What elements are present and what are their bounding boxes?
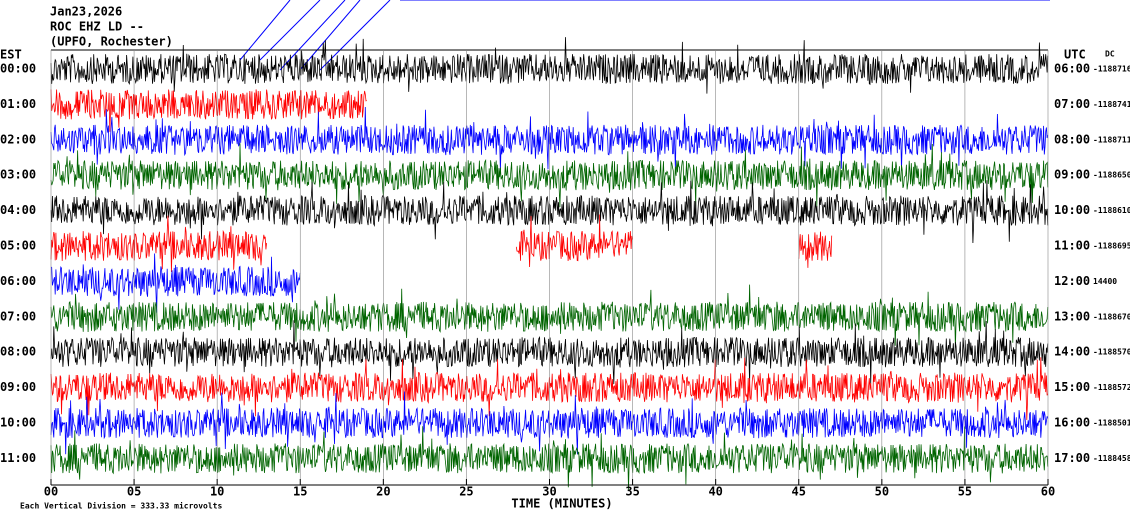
est-label: 03:00 [0, 168, 36, 182]
dc-value: -1188711 [1093, 135, 1130, 144]
x-tick-label: 35 [625, 485, 639, 499]
utc-label: 06:00 [1054, 62, 1090, 76]
x-tick-label: 30 [542, 485, 556, 499]
dc-value: -1188458 [1093, 454, 1130, 463]
dc-value: 14400 [1093, 277, 1117, 286]
utc-label: 11:00 [1054, 239, 1090, 253]
dc-label: DC [1105, 50, 1115, 59]
right-label: UTC [1064, 48, 1086, 62]
utc-label: 17:00 [1054, 451, 1090, 465]
x-tick-label: 45 [792, 485, 806, 499]
x-tick-label: 10 [210, 485, 224, 499]
trace [515, 214, 633, 268]
station: (UPFO, Rochester) [50, 35, 173, 49]
x-tick-label: 40 [708, 485, 722, 499]
est-label: 05:00 [0, 239, 36, 253]
est-label: 08:00 [0, 345, 36, 359]
utc-label: 16:00 [1054, 416, 1090, 430]
x-tick-label: 60 [1041, 485, 1055, 499]
dc-value: -1188501 [1093, 419, 1130, 428]
dc-value: -1188716 [1093, 65, 1130, 74]
dc-value: -1188610 [1093, 206, 1130, 215]
dc-value: -1188650 [1093, 171, 1130, 180]
est-label: 04:00 [0, 203, 36, 217]
est-label: 02:00 [0, 132, 36, 146]
est-label: 10:00 [0, 416, 36, 430]
x-axis-label: TIME (MINUTES) [511, 497, 612, 511]
est-label: 00:00 [0, 62, 36, 76]
utc-label: 13:00 [1054, 309, 1090, 323]
trace [50, 253, 301, 313]
x-tick-label: 15 [293, 485, 307, 499]
trace [798, 231, 833, 268]
x-tick-label: 50 [875, 485, 889, 499]
channel: ROC EHZ LD -- [50, 20, 144, 34]
est-label: 09:00 [0, 380, 36, 394]
x-tick-label: 05 [127, 485, 141, 499]
est-label: 06:00 [0, 274, 36, 288]
x-tick-label: 20 [376, 485, 390, 499]
utc-label: 07:00 [1054, 97, 1090, 111]
utc-label: 08:00 [1054, 132, 1090, 146]
x-tick-label: 25 [459, 485, 473, 499]
utc-label: 10:00 [1054, 203, 1090, 217]
left-label: EST [0, 48, 22, 62]
est-label: 01:00 [0, 97, 36, 111]
x-tick-label: 00 [44, 485, 58, 499]
dc-value: -1188670 [1093, 312, 1130, 321]
trace [50, 215, 267, 273]
quake-lines [239, 0, 1050, 71]
date: Jan23,2026 [50, 5, 122, 19]
est-label: 07:00 [0, 309, 36, 323]
utc-label: 15:00 [1054, 380, 1090, 394]
trace [50, 89, 367, 132]
dc-value: -1188572 [1093, 383, 1130, 392]
x-tick-label: 55 [958, 485, 972, 499]
dc-value: -1188741 [1093, 100, 1130, 109]
utc-label: 09:00 [1054, 168, 1090, 182]
dc-value: -1188570 [1093, 348, 1130, 357]
utc-label: 14:00 [1054, 345, 1090, 359]
note: Each Vertical Division = 333.33 microvol… [20, 501, 222, 511]
dc-value: -1188695 [1093, 242, 1130, 251]
est-label: 11:00 [0, 451, 36, 465]
utc-label: 12:00 [1054, 274, 1090, 288]
